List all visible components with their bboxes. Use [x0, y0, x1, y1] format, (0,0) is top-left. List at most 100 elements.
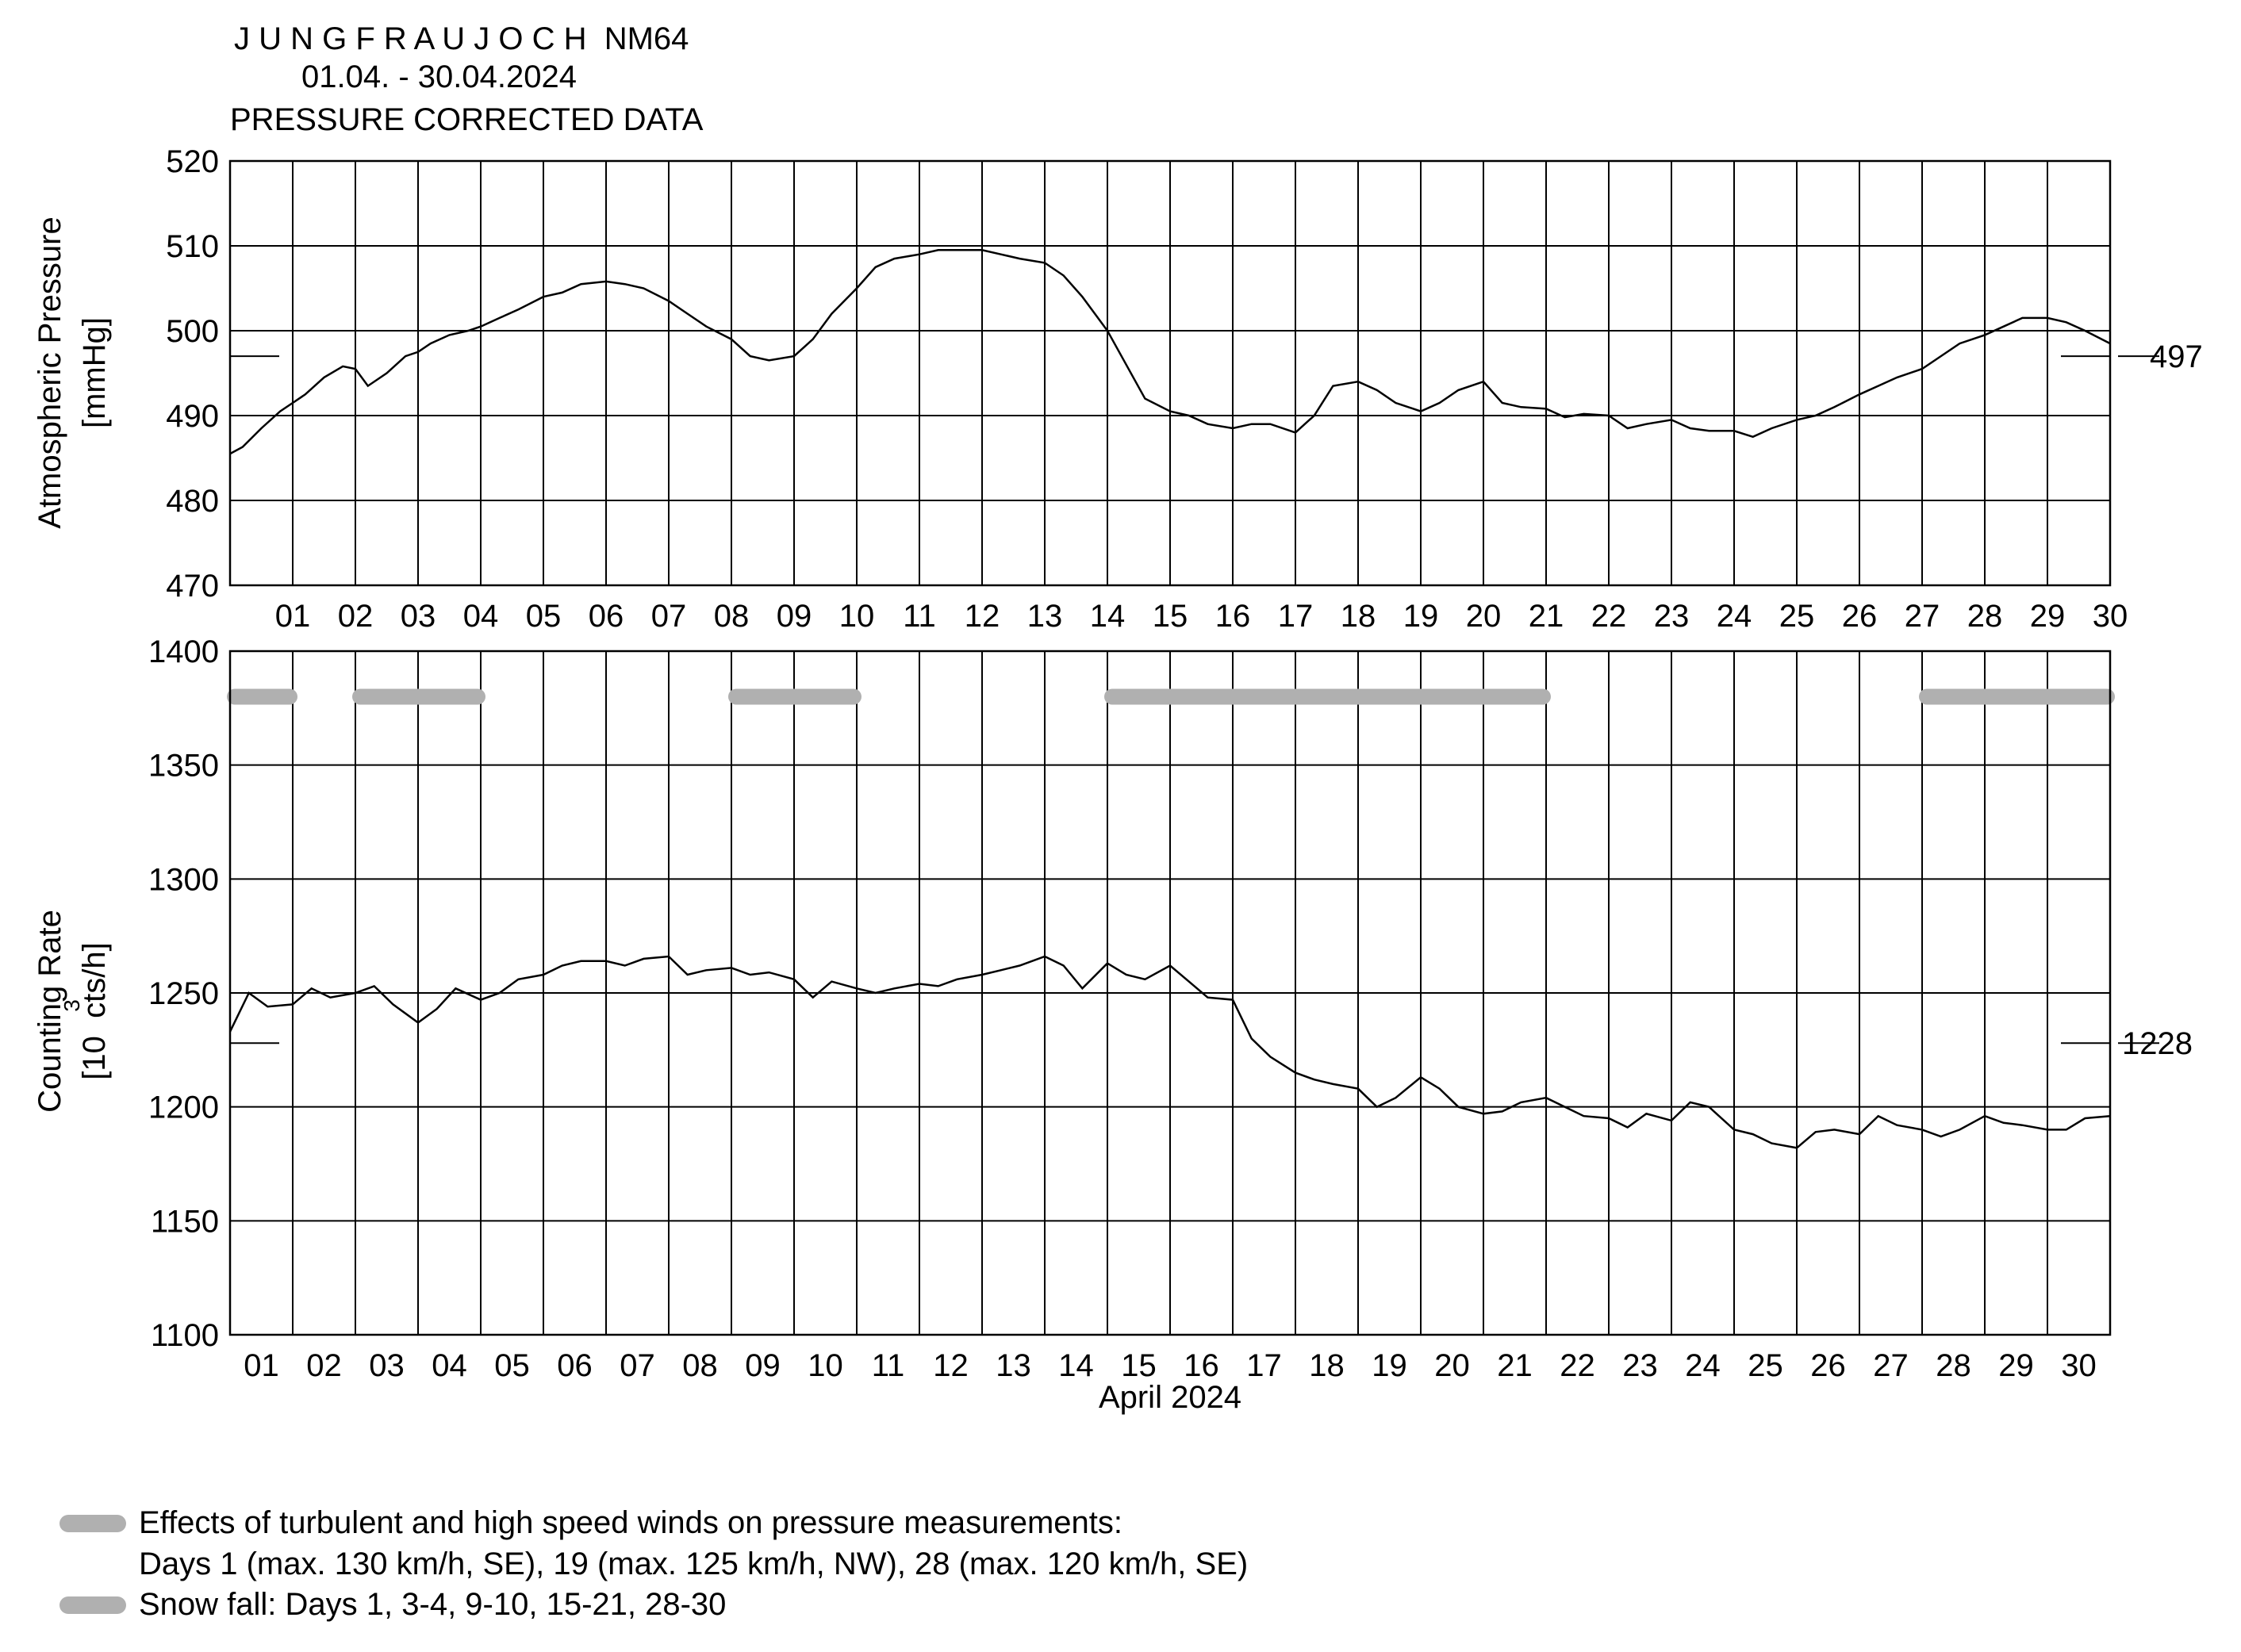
counting-ylabel-line2: [10 cts/h]: [77, 942, 112, 1079]
x-tick-label: 05: [494, 1348, 530, 1383]
pressure-plot-frame: [228, 159, 2112, 587]
x-tick-label: 28: [1967, 599, 2003, 634]
y-tick-label: 520: [166, 144, 219, 179]
x-tick-label: 01: [275, 599, 311, 634]
x-tick-label: 14: [1058, 1348, 1094, 1383]
chart-subtitle: PRESSURE CORRECTED DATA: [230, 102, 704, 137]
x-tick-label: 16: [1184, 1348, 1219, 1383]
y-tick-label: 1400: [148, 634, 219, 669]
x-tick-label: 23: [1654, 599, 1690, 634]
pressure-grid: [230, 161, 2110, 585]
station-title: J U N G F R A U J O C H NM64: [234, 21, 689, 56]
x-tick-label: 29: [2030, 599, 2066, 634]
y-tick-label: 480: [166, 484, 219, 519]
y-tick-label: 500: [166, 314, 219, 349]
x-tick-label: 11: [903, 599, 936, 634]
pressure-reference-label: 497: [2150, 339, 2203, 374]
x-tick-label: 06: [557, 1348, 593, 1383]
x-tick-label: 25: [1779, 599, 1815, 634]
x-tick-label: 30: [2093, 599, 2128, 634]
x-tick-label: 16: [1215, 599, 1251, 634]
x-tick-label: 11: [872, 1348, 905, 1383]
x-tick-label: 26: [1810, 1348, 1846, 1383]
counting-reference-label: 1228: [2122, 1026, 2193, 1061]
y-tick-label: 1300: [148, 862, 219, 897]
x-tick-label: 10: [839, 599, 875, 634]
x-tick-label: 09: [745, 1348, 781, 1383]
pressure-x-tick-labels: 01 02 03 04 05 06 07 08 09 10 11 12 13 14 15 16 17 18 19 20…: [275, 599, 2128, 634]
x-tick-label: 24: [1717, 599, 1752, 634]
x-tick-label: 18: [1341, 599, 1376, 634]
x-tick-label: 14: [1090, 599, 1126, 634]
x-tick-label: 24: [1685, 1348, 1721, 1383]
x-tick-label: 09: [777, 599, 812, 634]
y-tick-label: 1350: [148, 749, 219, 784]
x-tick-label: 29: [1998, 1348, 2034, 1383]
x-tick-label: 26: [1842, 599, 1878, 634]
y-tick-label: 490: [166, 399, 219, 434]
pressure-series-line: [229, 249, 2111, 455]
x-tick-label: 15: [1121, 1348, 1157, 1383]
x-tick-label: 25: [1748, 1348, 1783, 1383]
x-tick-label: 30: [2061, 1348, 2097, 1383]
period-title: 01.04. - 30.04.2024: [301, 59, 577, 94]
y-tick-label: 1200: [148, 1090, 219, 1125]
x-tick-label: 06: [589, 599, 624, 634]
y-tick-label: 470: [166, 569, 219, 604]
x-tick-label: 17: [1278, 599, 1314, 634]
x-tick-label: 17: [1246, 1348, 1282, 1383]
x-tick-label: 07: [651, 599, 687, 634]
x-tick-label: 21: [1497, 1348, 1533, 1383]
counting-grid: [230, 651, 2110, 1335]
counting-ylabel-line1: Counting Rate: [33, 910, 67, 1113]
x-tick-label: 01: [244, 1348, 279, 1383]
x-tick-label: 21: [1529, 599, 1564, 634]
x-tick-label: 22: [1560, 1348, 1595, 1383]
x-tick-label: 19: [1403, 599, 1439, 634]
x-tick-label: 03: [369, 1348, 405, 1383]
legend: Effects of turbulent and high speed wind…: [59, 1505, 1248, 1622]
x-tick-label: 02: [338, 599, 374, 634]
x-tick-label: 22: [1591, 599, 1627, 634]
counting-x-tick-labels: 01 02 03 04 05 06 07 08 09 10 11 12 13 14 15 16 17 18 19 20…: [244, 1348, 2097, 1383]
x-tick-label: 23: [1622, 1348, 1658, 1383]
x-tick-label: 10: [808, 1348, 843, 1383]
pressure-panel: 470 480 490 500 510 520 01 02 03 04 05 06 07 08 09 10 1…: [33, 144, 2203, 634]
x-tick-label: 12: [965, 599, 1000, 634]
x-tick-label: 18: [1309, 1348, 1345, 1383]
x-tick-label: 13: [1027, 599, 1063, 634]
x-tick-label: 03: [401, 599, 436, 634]
y-tick-label: 510: [166, 229, 219, 264]
legend-wind-text-line1: Effects of turbulent and high speed wind…: [139, 1505, 1122, 1540]
counting-xlabel: April 2024: [1099, 1380, 1241, 1415]
pressure-ylabel-line2: [mmHg]: [77, 317, 112, 428]
x-tick-label: 20: [1466, 599, 1502, 634]
x-tick-label: 12: [933, 1348, 969, 1383]
counting-plot-frame: [228, 650, 2112, 1336]
legend-wind-text-line2: Days 1 (max. 130 km/h, SE), 19 (max. 125…: [139, 1547, 1248, 1581]
x-tick-label: 27: [1905, 599, 1940, 634]
x-tick-label: 15: [1153, 599, 1188, 634]
x-tick-label: 04: [463, 599, 499, 634]
counting-ylabel-superscript: 3: [59, 999, 84, 1012]
y-tick-label: 1150: [151, 1204, 219, 1239]
y-tick-label: 1100: [151, 1318, 219, 1353]
counting-y-tick-labels: 1100 1150 1200 1250 1300 1350 1400: [148, 634, 219, 1353]
x-tick-label: 20: [1434, 1348, 1470, 1383]
x-tick-label: 08: [714, 599, 750, 634]
y-tick-label: 1250: [148, 976, 219, 1011]
x-tick-label: 05: [526, 599, 562, 634]
pressure-y-tick-labels: 470 480 490 500 510 520: [166, 144, 219, 604]
counting-series-line: [228, 955, 2111, 1149]
x-tick-label: 19: [1372, 1348, 1407, 1383]
x-tick-label: 07: [620, 1348, 655, 1383]
x-tick-label: 13: [996, 1348, 1031, 1383]
x-tick-label: 27: [1873, 1348, 1909, 1383]
x-tick-label: 04: [432, 1348, 467, 1383]
pressure-ylabel-line1: Atmospheric Pressure: [33, 217, 67, 528]
x-tick-label: 08: [682, 1348, 718, 1383]
x-tick-label: 02: [306, 1348, 342, 1383]
x-tick-label: 28: [1936, 1348, 1971, 1383]
